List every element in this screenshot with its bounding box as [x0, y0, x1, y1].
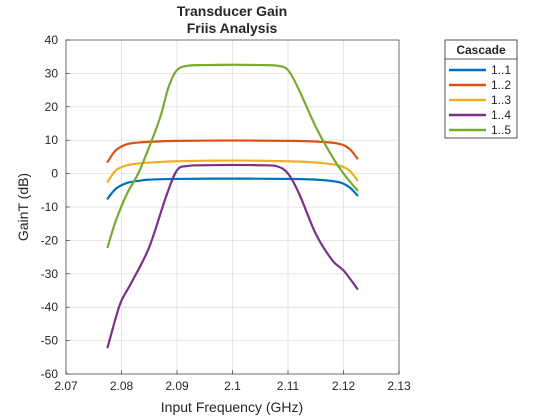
- series-layer: [106, 63, 359, 349]
- series-line-4: [106, 163, 359, 349]
- plot-area: [65, 39, 400, 375]
- x-axis-label: Input Frequency (GHz): [161, 399, 303, 415]
- y-tick-label: -20: [41, 233, 59, 247]
- y-tick-label: -40: [41, 300, 59, 314]
- x-tick-label: 2.13: [387, 379, 411, 393]
- y-tick-label: 10: [45, 133, 59, 147]
- legend: Cascade 1..11..21..31..41..5: [444, 39, 518, 139]
- chart-title: Transducer Gain: [177, 3, 287, 19]
- x-tick-label: 2.08: [110, 379, 134, 393]
- y-tick-label: 30: [45, 66, 59, 80]
- legend-label: 1..2: [491, 78, 511, 92]
- y-tick-label: -60: [41, 367, 59, 381]
- x-tick-label: 2.11: [277, 379, 300, 393]
- legend-label: 1..5: [491, 123, 511, 137]
- series-line-3: [106, 159, 359, 184]
- legend-label: 1..3: [491, 93, 511, 107]
- legend-title: Cascade: [456, 43, 506, 57]
- y-tick-label: -30: [41, 267, 59, 281]
- series-line-5: [106, 63, 359, 249]
- series-line-1: [106, 177, 359, 200]
- x-axis-ticks: 2.07 2.08 2.09 2.1 2.11 2.12 2.13: [54, 370, 411, 393]
- y-tick-label: 20: [45, 100, 59, 114]
- chart-subtitle: Friis Analysis: [187, 20, 278, 36]
- legend-box: [444, 39, 518, 139]
- series-line-2: [106, 139, 359, 164]
- y-axis-ticks: -60 -50 -40 -30 -20 -10 0 10 20 30 40: [41, 33, 70, 381]
- x-tick-label: 2.07: [54, 379, 78, 393]
- y-axis-label: GainT (dB): [15, 173, 31, 241]
- legend-label: 1..4: [491, 108, 511, 122]
- y-tick-label: 0: [51, 167, 58, 181]
- y-tick-label: -10: [41, 200, 59, 214]
- x-tick-label: 2.09: [165, 379, 189, 393]
- y-tick-label: 40: [45, 33, 59, 47]
- legend-label: 1..1: [491, 63, 511, 77]
- legend-entries: 1..11..21..31..41..5: [449, 63, 511, 137]
- x-tick-label: 2.1: [224, 379, 241, 393]
- x-tick-label: 2.12: [332, 379, 356, 393]
- y-tick-label: -50: [41, 334, 59, 348]
